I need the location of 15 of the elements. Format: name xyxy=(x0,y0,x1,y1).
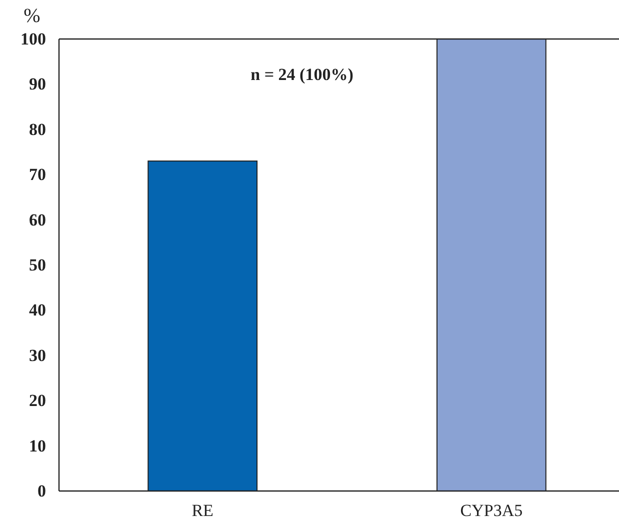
annotation: n = 24 (100%) xyxy=(250,65,354,84)
y-tick-label: 90 xyxy=(29,74,46,94)
y-tick-label: 10 xyxy=(29,436,46,456)
y-tick-label: 50 xyxy=(29,256,46,274)
y-tick-label: 20 xyxy=(29,391,46,410)
y-tick-label: 70 xyxy=(29,165,46,184)
y-tick-label: 60 xyxy=(29,210,46,230)
y-tick-label: 40 xyxy=(29,300,46,320)
x-tick-label: RE xyxy=(192,501,214,520)
y-axis-title: % xyxy=(24,5,40,27)
y-tick-label: 80 xyxy=(29,120,46,139)
x-tick-label: CYP3A5 xyxy=(460,501,523,520)
y-tick-label: 100 xyxy=(20,30,46,48)
y-tick-label: 30 xyxy=(29,346,46,365)
y-tick-label: 0 xyxy=(38,482,46,500)
